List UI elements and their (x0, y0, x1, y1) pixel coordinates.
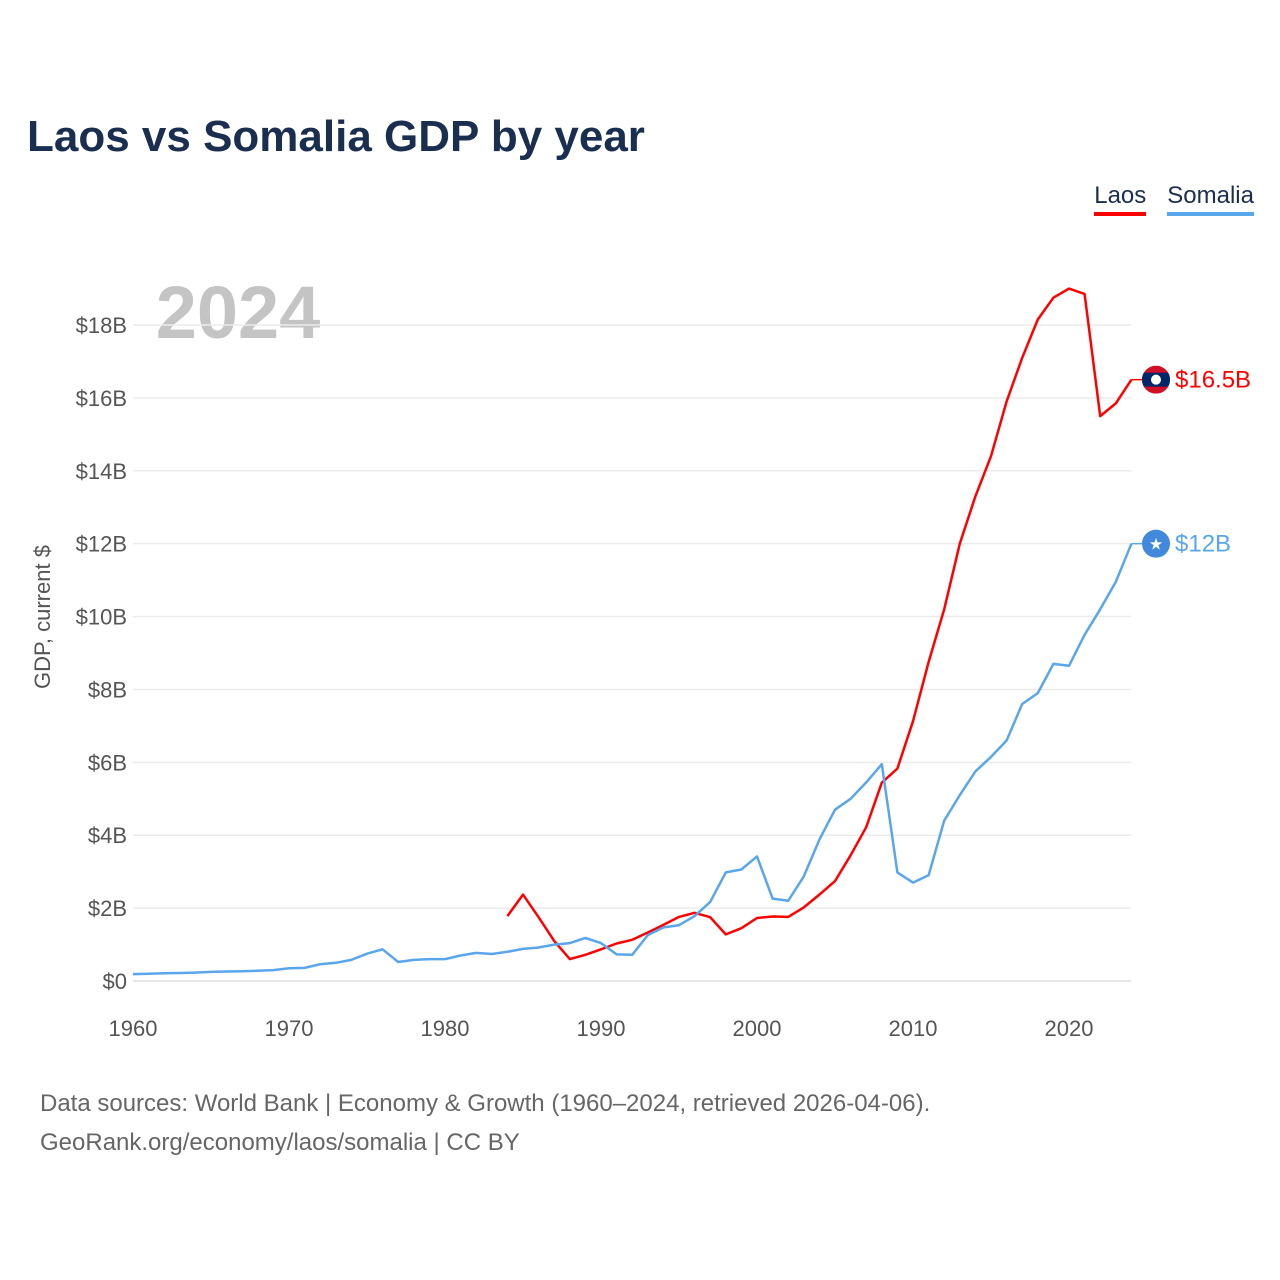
laos-flag-icon (1142, 365, 1170, 394)
source-note: Data sources: World Bank | Economy & Gro… (40, 1090, 931, 1117)
flag-star: ★ (1149, 537, 1163, 554)
legend-item-laos[interactable]: Laos (1094, 182, 1147, 216)
series-line-somalia (132, 543, 1133, 976)
y-tick-label: $16B (76, 386, 127, 411)
series-line-laos (506, 287, 1133, 961)
flag-disc (1151, 374, 1161, 385)
y-tick-label: $6B (88, 750, 127, 775)
x-tick-label: 2020 (1045, 1016, 1094, 1041)
attribution-link[interactable]: GeoRank.org/economy/laos/somalia | CC BY (40, 1129, 520, 1156)
y-tick-label: $4B (88, 823, 127, 848)
y-tick-label: $0 (103, 969, 127, 994)
somalia-flag-icon: ★ (1142, 529, 1170, 558)
x-tick-label: 2010 (889, 1016, 938, 1041)
y-tick-label: $8B (88, 677, 127, 702)
end-value-label: $12B (1175, 531, 1231, 558)
y-tick-label: $14B (76, 459, 127, 484)
y-tick-label: $12B (76, 532, 127, 557)
x-tick-label: 1970 (265, 1016, 314, 1041)
chart-title: Laos vs Somalia GDP by year (27, 112, 645, 161)
end-value-label: $16.5B (1175, 367, 1251, 394)
x-tick-label: 1960 (109, 1016, 158, 1041)
x-tick-label: 1980 (421, 1016, 470, 1041)
legend: Laos Somalia (1094, 182, 1254, 216)
year-watermark: 2024 (156, 271, 321, 354)
y-tick-label: $18B (76, 313, 127, 338)
x-tick-label: 1990 (577, 1016, 626, 1041)
x-tick-label: 2000 (733, 1016, 782, 1041)
y-axis-label: GDP, current $ (30, 545, 55, 689)
y-tick-label: $10B (76, 605, 127, 630)
legend-item-somalia[interactable]: Somalia (1167, 182, 1254, 216)
flag-bg (1142, 529, 1170, 558)
footer: Data sources: World Bank | Economy & Gro… (40, 1084, 930, 1162)
y-tick-label: $2B (88, 896, 127, 921)
